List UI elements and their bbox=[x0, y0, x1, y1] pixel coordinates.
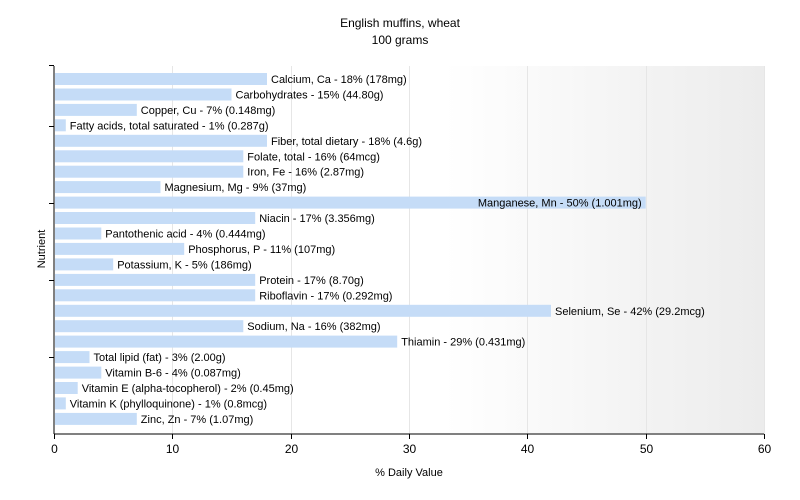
chart-title: English muffins, wheat bbox=[340, 16, 461, 30]
bar-label: Total lipid (fat) - 3% (2.00g) bbox=[94, 352, 226, 364]
bar-label: Pantothenic acid - 4% (0.444mg) bbox=[105, 229, 265, 241]
y-axis-title: Nutrient bbox=[36, 230, 48, 269]
x-tick-label: 10 bbox=[166, 442, 180, 456]
x-tick-label: 50 bbox=[640, 442, 654, 456]
bar bbox=[55, 134, 267, 147]
bar bbox=[55, 320, 244, 333]
bar bbox=[55, 212, 256, 224]
bar-label: Vitamin E (alpha-tocopherol) - 2% (0.45m… bbox=[82, 383, 294, 395]
bar-label: Fatty acids, total saturated - 1% (0.287… bbox=[70, 120, 269, 132]
bar-label: Folate, total - 16% (64mcg) bbox=[247, 151, 380, 163]
bar-labels: Calcium, Ca - 18% (178mg) Carbohydrates -… bbox=[70, 74, 705, 426]
bar bbox=[55, 165, 244, 178]
x-tick-label: 0 bbox=[51, 442, 58, 456]
bar bbox=[55, 289, 256, 302]
bar-label: Zinc, Zn - 7% (1.07mg) bbox=[141, 414, 253, 426]
bar bbox=[55, 227, 102, 240]
bar bbox=[55, 351, 90, 364]
bar bbox=[55, 181, 161, 194]
bar-label: Fiber, total dietary - 18% (4.6g) bbox=[271, 136, 422, 148]
bar bbox=[55, 412, 137, 425]
bar-label: Thiamin - 29% (0.431mg) bbox=[401, 337, 525, 349]
bar-label: Potassium, K - 5% (186mg) bbox=[117, 259, 252, 271]
bar bbox=[55, 73, 267, 85]
bar-label: Protein - 17% (8.70g) bbox=[259, 275, 364, 287]
bar bbox=[55, 196, 646, 209]
bar bbox=[55, 150, 244, 163]
bar-label: Riboflavin - 17% (0.292mg) bbox=[259, 290, 392, 302]
bars bbox=[55, 73, 646, 425]
bar-label: Calcium, Ca - 18% (178mg) bbox=[271, 74, 407, 86]
x-axis-title: % Daily Value bbox=[375, 467, 443, 479]
bar bbox=[55, 103, 137, 116]
x-tick-label: 30 bbox=[403, 442, 417, 456]
bar-label: Iron, Fe - 16% (2.87mg) bbox=[247, 167, 364, 179]
bar-label: Vitamin K (phylloquinone) - 1% (0.8mcg) bbox=[70, 398, 267, 410]
x-tick-label: 60 bbox=[758, 442, 772, 456]
bar bbox=[55, 119, 66, 132]
bar bbox=[55, 242, 185, 255]
bar bbox=[55, 366, 102, 379]
bar-label: Niacin - 17% (3.356mg) bbox=[259, 213, 375, 225]
chart-subtitle: 100 grams bbox=[372, 33, 429, 47]
x-tick-label: 40 bbox=[521, 442, 535, 456]
bar bbox=[55, 397, 66, 410]
bar bbox=[55, 258, 114, 271]
gridlines bbox=[172, 66, 765, 434]
x-tick-label: 20 bbox=[285, 442, 299, 456]
bar-label: Selenium, Se - 42% (29.2mcg) bbox=[555, 306, 705, 318]
bar-label: Magnesium, Mg - 9% (37mg) bbox=[165, 182, 307, 194]
x-ticks: 0 10 20 30 40 50 60 bbox=[51, 434, 771, 456]
bar-label: Vitamin B-6 - 4% (0.087mg) bbox=[105, 368, 241, 380]
bar bbox=[55, 335, 398, 348]
bar bbox=[55, 382, 78, 394]
bar-label: Sodium, Na - 16% (382mg) bbox=[247, 321, 380, 333]
bar bbox=[55, 273, 256, 286]
bar-label: Carbohydrates - 15% (44.80g) bbox=[236, 90, 384, 102]
bar bbox=[55, 304, 551, 317]
bar bbox=[55, 88, 232, 101]
bar-label: Phosphorus, P - 11% (107mg) bbox=[188, 244, 335, 256]
bar-label: Copper, Cu - 7% (0.148mg) bbox=[141, 105, 276, 117]
bar-label: Manganese, Mn - 50% (1.001mg) bbox=[478, 198, 642, 210]
